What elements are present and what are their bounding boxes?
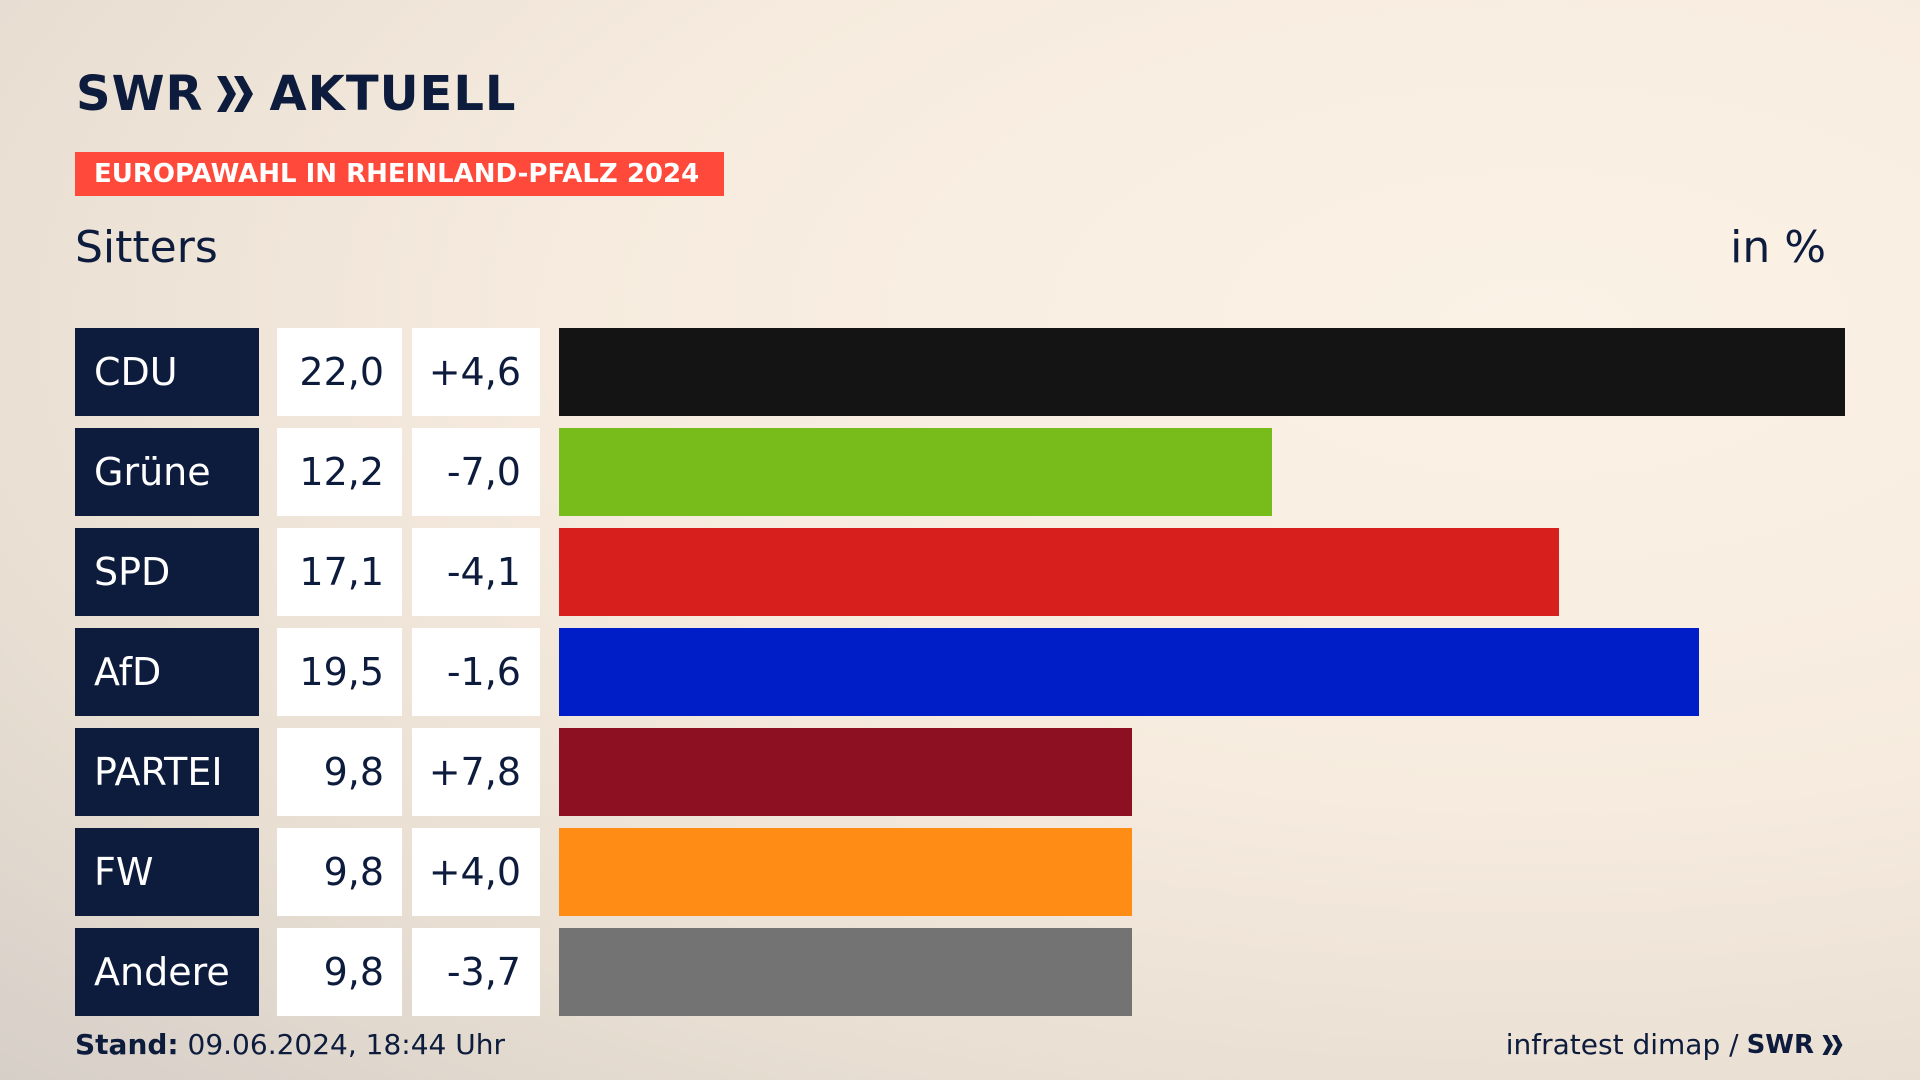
party-label-spd: SPD <box>75 528 259 616</box>
diff-label-gr-ne: -7,0 <box>412 428 540 516</box>
party-label-fw: FW <box>75 828 259 916</box>
unit-label: in % <box>1730 222 1826 273</box>
value-label-cdu: 22,0 <box>277 328 402 416</box>
stand-label: Stand: <box>75 1028 179 1061</box>
party-label-andere: Andere <box>75 928 259 1016</box>
bar-afd <box>559 628 1699 716</box>
value-label-gr-ne: 12,2 <box>277 428 402 516</box>
stand-value: 09.06.2024, 18:44 Uhr <box>187 1028 505 1061</box>
value-label-afd: 19,5 <box>277 628 402 716</box>
bar-gr-ne <box>559 428 1272 516</box>
bar-fw <box>559 828 1132 916</box>
logo-swr-text: SWR <box>76 66 204 122</box>
value-label-andere: 9,8 <box>277 928 402 1016</box>
party-label-gr-ne: Grüne <box>75 428 259 516</box>
bar-partei <box>559 728 1132 816</box>
diff-label-fw: +4,0 <box>412 828 540 916</box>
diff-label-andere: -3,7 <box>412 928 540 1016</box>
diff-label-afd: -1,6 <box>412 628 540 716</box>
source-brand: SWR <box>1746 1029 1814 1060</box>
double-chevron-icon <box>217 76 254 112</box>
diff-label-partei: +7,8 <box>412 728 540 816</box>
source-credit: infratest dimap / SWR <box>1506 1028 1844 1061</box>
election-tag: EUROPAWAHL IN RHEINLAND-PFALZ 2024 <box>75 152 724 196</box>
party-label-cdu: CDU <box>75 328 259 416</box>
value-label-spd: 17,1 <box>277 528 402 616</box>
small-double-chevron-icon <box>1822 1034 1843 1055</box>
bar-andere <box>559 928 1132 1016</box>
diff-label-cdu: +4,6 <box>412 328 540 416</box>
source-text: infratest dimap / <box>1505 1028 1739 1061</box>
diff-label-spd: -4,1 <box>412 528 540 616</box>
chart-title: Sitters <box>75 222 218 273</box>
party-label-partei: PARTEI <box>75 728 259 816</box>
timestamp: Stand: 09.06.2024, 18:44 Uhr <box>75 1028 505 1061</box>
bar-cdu <box>559 328 1845 416</box>
value-label-fw: 9,8 <box>277 828 402 916</box>
swr-aktuell-logo: SWR AKTUELL <box>76 66 517 122</box>
value-label-partei: 9,8 <box>277 728 402 816</box>
party-label-afd: AfD <box>75 628 259 716</box>
logo-aktuell-text: AKTUELL <box>269 66 517 122</box>
bar-spd <box>559 528 1559 616</box>
